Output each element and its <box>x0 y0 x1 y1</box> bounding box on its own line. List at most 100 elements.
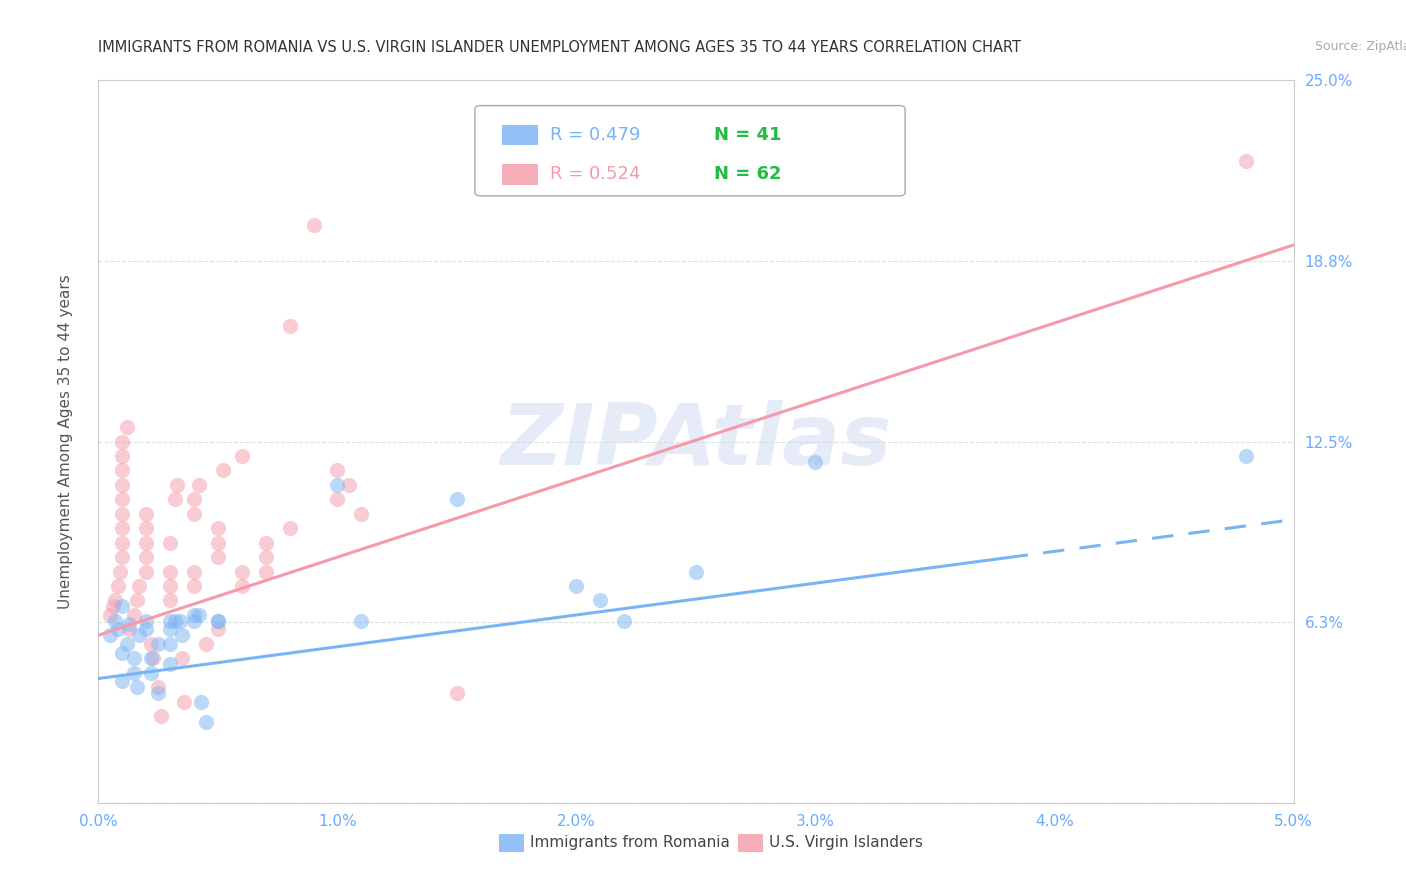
Point <box>139 651 162 665</box>
Point <box>125 593 148 607</box>
Point <box>163 614 186 628</box>
Point <box>107 579 129 593</box>
Point <box>159 623 181 637</box>
Point <box>804 455 827 469</box>
Point <box>187 607 209 622</box>
Point <box>111 535 134 549</box>
Point <box>172 651 194 665</box>
Point <box>207 614 229 628</box>
Point <box>195 714 218 729</box>
Point <box>207 623 229 637</box>
Point <box>159 535 181 549</box>
Point <box>101 599 124 614</box>
Point <box>187 478 209 492</box>
Point <box>169 614 191 628</box>
Point <box>135 565 157 579</box>
Text: N = 41: N = 41 <box>714 127 782 145</box>
Point <box>173 695 195 709</box>
Point <box>446 686 468 700</box>
Text: Source: ZipAtlas.com: Source: ZipAtlas.com <box>1315 40 1406 54</box>
Point <box>163 492 186 507</box>
Point <box>111 434 134 449</box>
Point <box>350 614 373 628</box>
Point <box>128 628 150 642</box>
Point <box>139 665 162 680</box>
Point <box>207 614 229 628</box>
Point <box>111 478 134 492</box>
Point <box>115 637 138 651</box>
Point <box>111 463 134 477</box>
Point <box>124 665 146 680</box>
Point <box>254 550 277 565</box>
Bar <box>502 125 538 145</box>
Point <box>254 535 277 549</box>
Point <box>111 550 134 565</box>
Point <box>159 614 181 628</box>
Point <box>231 565 253 579</box>
Point <box>159 637 181 651</box>
Point <box>104 593 127 607</box>
Point <box>1234 154 1257 169</box>
Point <box>195 637 218 651</box>
Point <box>135 550 157 565</box>
Point <box>1234 449 1257 463</box>
Point <box>159 593 181 607</box>
Point <box>104 614 127 628</box>
Point <box>98 628 122 642</box>
Point <box>124 651 146 665</box>
Point <box>326 478 349 492</box>
Point <box>124 607 146 622</box>
Bar <box>502 164 538 185</box>
Text: U.S. Virgin Islanders: U.S. Virgin Islanders <box>769 836 922 850</box>
Point <box>207 535 229 549</box>
Point <box>183 579 205 593</box>
Point <box>125 680 148 694</box>
Point <box>589 593 612 607</box>
Point <box>183 607 205 622</box>
Point <box>326 463 349 477</box>
Point <box>142 651 165 665</box>
Point <box>98 607 122 622</box>
Y-axis label: Unemployment Among Ages 35 to 44 years: Unemployment Among Ages 35 to 44 years <box>59 274 73 609</box>
Point <box>108 565 131 579</box>
Point <box>111 521 134 535</box>
Point <box>183 614 205 628</box>
Point <box>148 680 170 694</box>
Point <box>111 599 134 614</box>
Point <box>183 507 205 521</box>
Point <box>207 521 229 535</box>
Point <box>111 492 134 507</box>
Point <box>111 674 134 689</box>
Point <box>183 492 205 507</box>
Point <box>107 623 129 637</box>
Point <box>148 686 170 700</box>
Point <box>613 614 636 628</box>
Point <box>326 492 349 507</box>
Point <box>254 565 277 579</box>
Point <box>190 695 212 709</box>
Point <box>118 616 141 631</box>
Point <box>135 614 157 628</box>
Point <box>111 449 134 463</box>
Point <box>159 565 181 579</box>
Text: Immigrants from Romania: Immigrants from Romania <box>530 836 730 850</box>
Text: R = 0.524: R = 0.524 <box>550 165 641 184</box>
Point <box>111 507 134 521</box>
Point <box>159 657 181 671</box>
Point <box>446 492 468 507</box>
Point <box>135 535 157 549</box>
Point <box>278 318 301 333</box>
Text: N = 62: N = 62 <box>714 165 782 184</box>
Point <box>135 623 157 637</box>
Point <box>148 637 170 651</box>
Point <box>231 579 253 593</box>
FancyBboxPatch shape <box>475 105 905 196</box>
Point <box>339 478 361 492</box>
Point <box>231 449 253 463</box>
Point <box>302 218 325 232</box>
Point <box>135 521 157 535</box>
Text: R = 0.479: R = 0.479 <box>550 127 641 145</box>
Point <box>183 565 205 579</box>
Point <box>166 478 188 492</box>
Point <box>159 579 181 593</box>
